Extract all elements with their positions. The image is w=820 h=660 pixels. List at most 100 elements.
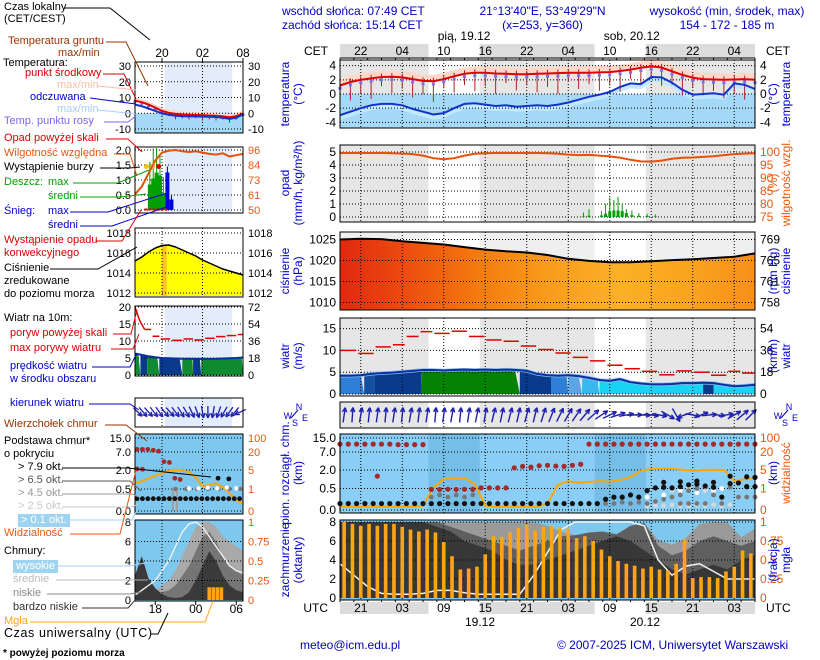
svg-text:sob, 20.12: sob, 20.12 <box>604 29 660 43</box>
svg-text:4: 4 <box>329 158 336 172</box>
svg-text:5: 5 <box>125 353 131 365</box>
svg-text:20: 20 <box>119 77 131 89</box>
svg-text:2: 2 <box>329 73 336 87</box>
legend-label-okt01: > 0.1 okt. <box>18 514 70 527</box>
svg-text:0.0: 0.0 <box>319 503 336 517</box>
svg-text:02: 02 <box>196 46 210 60</box>
svg-text:W: W <box>774 411 783 421</box>
svg-text:10: 10 <box>603 44 617 58</box>
legend-label-okt45: > 4.5 okt. <box>18 487 64 499</box>
svg-text:5: 5 <box>760 463 767 477</box>
altitude-value: 154 - 172 - 185 m <box>679 18 775 32</box>
svg-text:21: 21 <box>354 601 368 615</box>
svg-text:1025: 1025 <box>309 233 336 247</box>
svg-text:0.25: 0.25 <box>760 572 784 586</box>
svg-text:10: 10 <box>119 336 131 348</box>
svg-text:04: 04 <box>728 44 742 58</box>
altitude-label: wysokość (min, środek, max) <box>649 4 805 18</box>
svg-text:0: 0 <box>248 506 254 518</box>
svg-text:-10: -10 <box>248 124 264 136</box>
legend-label-gruntu1: Temperatura gruntu <box>8 35 104 47</box>
svg-text:CET: CET <box>766 44 791 58</box>
svg-text:(km/h): (km/h) <box>766 339 780 373</box>
svg-text:30: 30 <box>119 61 131 73</box>
svg-text:30: 30 <box>248 61 260 73</box>
svg-text:1: 1 <box>329 197 336 211</box>
svg-text:10: 10 <box>323 343 337 357</box>
email-link[interactable]: meteo@icm.edu.pl <box>300 638 401 652</box>
legend-label-okt79: > 7.9 okt. <box>18 461 64 473</box>
svg-text:2.0: 2.0 <box>319 463 336 477</box>
svg-text:4: 4 <box>329 59 336 73</box>
svg-text:(°C): (°C) <box>291 83 305 104</box>
svg-text:mgła: mgła <box>779 547 793 573</box>
svg-text:1014: 1014 <box>107 268 131 280</box>
svg-text:0: 0 <box>329 591 336 605</box>
svg-text:(%): (%) <box>766 174 780 193</box>
svg-text:96: 96 <box>248 145 260 157</box>
svg-text:0: 0 <box>329 210 336 224</box>
svg-text:2.0: 2.0 <box>116 465 131 477</box>
legend-label-czas1: Czas lokalny <box>4 1 67 13</box>
svg-text:(km): (km) <box>766 461 780 485</box>
legend-label-kier: kierunek wiatru <box>10 397 84 409</box>
svg-text:2: 2 <box>125 576 131 588</box>
svg-text:0.5: 0.5 <box>116 484 131 496</box>
svg-text:0: 0 <box>125 108 131 120</box>
svg-text:5: 5 <box>329 145 336 159</box>
svg-text:06: 06 <box>230 602 244 616</box>
legend-label-bniskie: bardzo niskie <box>13 601 78 613</box>
svg-text:6: 6 <box>329 534 336 548</box>
svg-text:19.12: 19.12 <box>465 615 495 629</box>
sunrise-text: wschód słońca: 07:49 CET <box>282 4 425 18</box>
svg-text:-10: -10 <box>115 124 131 136</box>
svg-text:0: 0 <box>125 595 131 607</box>
svg-text:1016: 1016 <box>248 248 272 260</box>
svg-text:0: 0 <box>248 370 254 382</box>
svg-text:S: S <box>292 418 298 428</box>
legend-label-cis2: zredukowane <box>4 275 70 287</box>
legend-label-widz: Widzialność <box>4 527 63 539</box>
svg-text:pion. rozciągł. chm.: pion. rozciągł. chm. <box>278 421 292 524</box>
svg-text:1015: 1015 <box>309 275 336 289</box>
svg-text:03: 03 <box>728 601 742 615</box>
svg-text:22: 22 <box>686 44 700 58</box>
svg-text:1010: 1010 <box>309 296 336 310</box>
legend-label-utc: Czas uniwersalny (UTC) <box>4 626 153 640</box>
svg-text:1018: 1018 <box>248 228 272 240</box>
legend-label-mgla: Mgła <box>4 615 28 627</box>
svg-text:1018: 1018 <box>107 228 131 240</box>
svg-text:(°C): (°C) <box>766 83 780 104</box>
copyright-link[interactable]: © 2007-2025 ICM, Uniwersytet Warszawski <box>557 638 789 652</box>
legend-label-cis3: do poziomu morza <box>4 288 95 300</box>
svg-text:61: 61 <box>248 190 260 202</box>
svg-text:80: 80 <box>760 197 774 211</box>
svg-text:wiatr: wiatr <box>278 343 292 369</box>
svg-text:1: 1 <box>248 484 254 496</box>
svg-text:0.0: 0.0 <box>116 506 131 518</box>
svg-text:1: 1 <box>760 482 767 496</box>
legend-label-temperatura: Temperatura: <box>3 57 68 69</box>
svg-text:UTC: UTC <box>303 601 328 615</box>
svg-text:5: 5 <box>248 465 254 477</box>
svg-text:4: 4 <box>125 556 131 568</box>
legend-label-czas2: (CET/CEST) <box>4 13 66 25</box>
svg-text:15: 15 <box>645 601 659 615</box>
svg-text:20.12: 20.12 <box>630 615 660 629</box>
svg-text:7.0: 7.0 <box>319 445 336 459</box>
svg-text:(mm/h, kg/m²/h): (mm/h, kg/m²/h) <box>291 141 305 226</box>
svg-text:UTC: UTC <box>766 601 791 615</box>
svg-text:758: 758 <box>760 296 780 310</box>
svg-text:7.0: 7.0 <box>116 447 131 459</box>
svg-text:0: 0 <box>329 387 336 401</box>
svg-text:(oktanty): (oktanty) <box>291 537 305 584</box>
legend-label-deszcz: Deszcz: <box>4 176 44 188</box>
svg-text:ciśnienie: ciśnienie <box>278 247 292 294</box>
legend-label-wierz: Wierzchołek chmur <box>4 418 98 430</box>
svg-text:22: 22 <box>354 44 368 58</box>
svg-text:85: 85 <box>760 184 774 198</box>
svg-text:10: 10 <box>248 93 260 105</box>
svg-text:95: 95 <box>760 158 774 172</box>
legend-label-deszczmax: max <box>48 176 69 188</box>
svg-text:18: 18 <box>149 602 163 616</box>
